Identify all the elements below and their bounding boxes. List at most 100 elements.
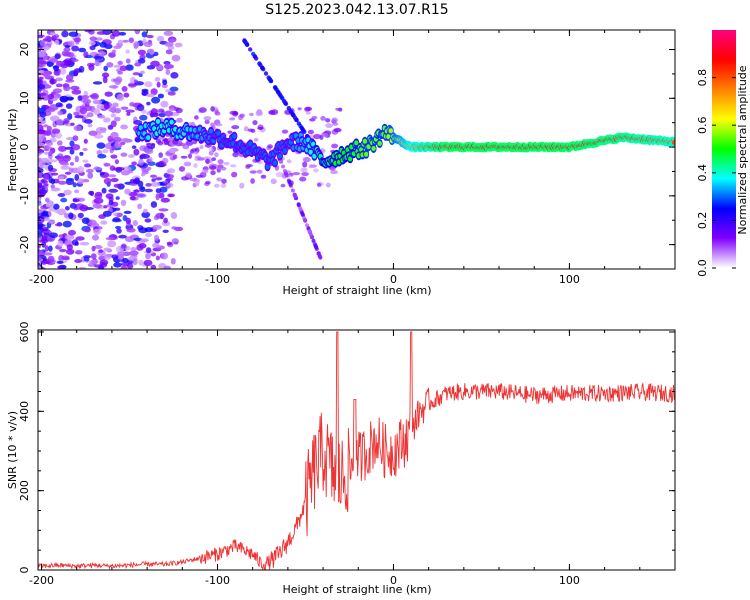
heatmap-blob <box>102 76 108 84</box>
heatmap-blob <box>94 193 103 199</box>
heatmap-blob <box>150 174 157 178</box>
heatmap-blob <box>299 176 307 182</box>
heatmap-blob <box>317 253 322 258</box>
heatmap-noise-blobs <box>38 30 343 269</box>
heatmap-blob <box>42 70 51 78</box>
heatmap-blob <box>38 148 43 153</box>
heatmap-blob <box>38 202 42 207</box>
heatmap-blob <box>38 137 44 142</box>
heatmap-blob <box>139 70 145 75</box>
heatmap-blob <box>38 208 44 213</box>
heatmap-blob <box>61 30 69 38</box>
heatmap-blob <box>254 56 259 61</box>
heatmap-blob <box>43 124 49 128</box>
heatmap-blob <box>164 110 173 117</box>
heatmap-blob <box>134 79 138 83</box>
heatmap-blob <box>73 37 82 43</box>
heatmap-blob <box>292 172 301 176</box>
heatmap-blob <box>178 142 186 147</box>
heatmap-blob <box>43 183 49 187</box>
heatmap-blob <box>154 234 160 241</box>
heatmap-blob <box>180 155 188 159</box>
heatmap-blob <box>52 88 63 94</box>
heatmap-ridge-core <box>216 130 221 136</box>
heatmap-blob <box>155 188 162 194</box>
heatmap-blob <box>194 115 199 120</box>
y-tick-label: -20 <box>18 236 31 254</box>
heatmap-blob <box>130 247 137 252</box>
heatmap-blob <box>232 151 239 158</box>
heatmap-blob <box>158 152 163 158</box>
heatmap-blob <box>62 220 72 228</box>
heatmap-blob <box>201 169 207 173</box>
heatmap-blob <box>205 158 210 165</box>
heatmap-blob <box>163 137 169 145</box>
heatmap-blob <box>137 203 143 210</box>
heatmap-blob <box>121 86 128 92</box>
heatmap-blob <box>131 161 137 166</box>
heatmap-blob <box>108 85 119 89</box>
heatmap-blob <box>61 50 71 57</box>
heatmap-blob <box>39 111 47 118</box>
heatmap-blob <box>87 123 93 128</box>
chart-title: S125.2023.042.13.07.R15 <box>265 2 448 18</box>
heatmap-blob <box>245 164 253 168</box>
heatmap-blob <box>38 184 44 189</box>
heatmap-blob <box>170 212 178 219</box>
heatmap-blob <box>112 217 121 222</box>
heatmap-blob <box>153 112 159 116</box>
heatmap-blob <box>146 101 151 106</box>
heatmap-blob <box>136 193 147 198</box>
heatmap-blob <box>114 78 122 86</box>
heatmap-blob <box>60 165 70 170</box>
heatmap-blob <box>148 156 153 163</box>
heatmap-blob <box>38 58 44 63</box>
heatmap-blob <box>155 177 163 181</box>
heatmap-blob <box>204 143 212 148</box>
colorbar-tick-label: 0.8 <box>696 69 709 87</box>
heatmap-blob <box>163 61 171 65</box>
heatmap-blob <box>290 112 296 117</box>
heatmap-blob <box>92 234 99 241</box>
heatmap-blob <box>128 154 135 158</box>
heatmap-blob <box>189 149 195 154</box>
heatmap-blob <box>45 35 52 42</box>
heatmap-blob <box>79 107 88 115</box>
heatmap-blob <box>96 142 106 149</box>
heatmap-blob <box>38 79 44 85</box>
heatmap-blob <box>194 155 201 159</box>
heatmap-blob <box>165 49 173 55</box>
heatmap-blob <box>49 58 58 63</box>
heatmap-blob <box>257 126 264 130</box>
heatmap-blob <box>38 189 47 195</box>
heatmap-blob <box>88 130 98 136</box>
heatmap-blob <box>298 206 303 211</box>
heatmap-blob <box>275 171 284 178</box>
heatmap-blob <box>168 148 175 154</box>
heatmap-blob <box>66 248 75 255</box>
heatmap-blob <box>199 145 204 150</box>
heatmap-blob <box>108 196 114 202</box>
heatmap-blob <box>133 41 140 48</box>
heatmap-blob <box>79 241 90 246</box>
heatmap-blob <box>151 178 156 182</box>
heatmap-blob <box>169 86 179 92</box>
heatmap-blob <box>125 49 130 54</box>
heatmap-blob <box>134 62 142 67</box>
heatmap-blob <box>331 117 338 123</box>
heatmap-blob <box>162 180 169 184</box>
heatmap-blob <box>48 159 58 163</box>
heatmap-blob <box>158 108 165 113</box>
heatmap-blob <box>209 165 217 170</box>
heatmap-blob <box>83 227 90 233</box>
heatmap-blob <box>199 171 207 178</box>
heatmap-blob <box>313 168 319 173</box>
heatmap-blob <box>317 182 322 187</box>
colorbar-label: Normalized spectral amplitude <box>736 65 749 234</box>
heatmap-blob <box>145 247 152 254</box>
heatmap-blob <box>132 179 140 184</box>
heatmap-blob <box>95 126 106 134</box>
heatmap-blob <box>53 65 59 72</box>
heatmap-blob <box>250 178 255 184</box>
